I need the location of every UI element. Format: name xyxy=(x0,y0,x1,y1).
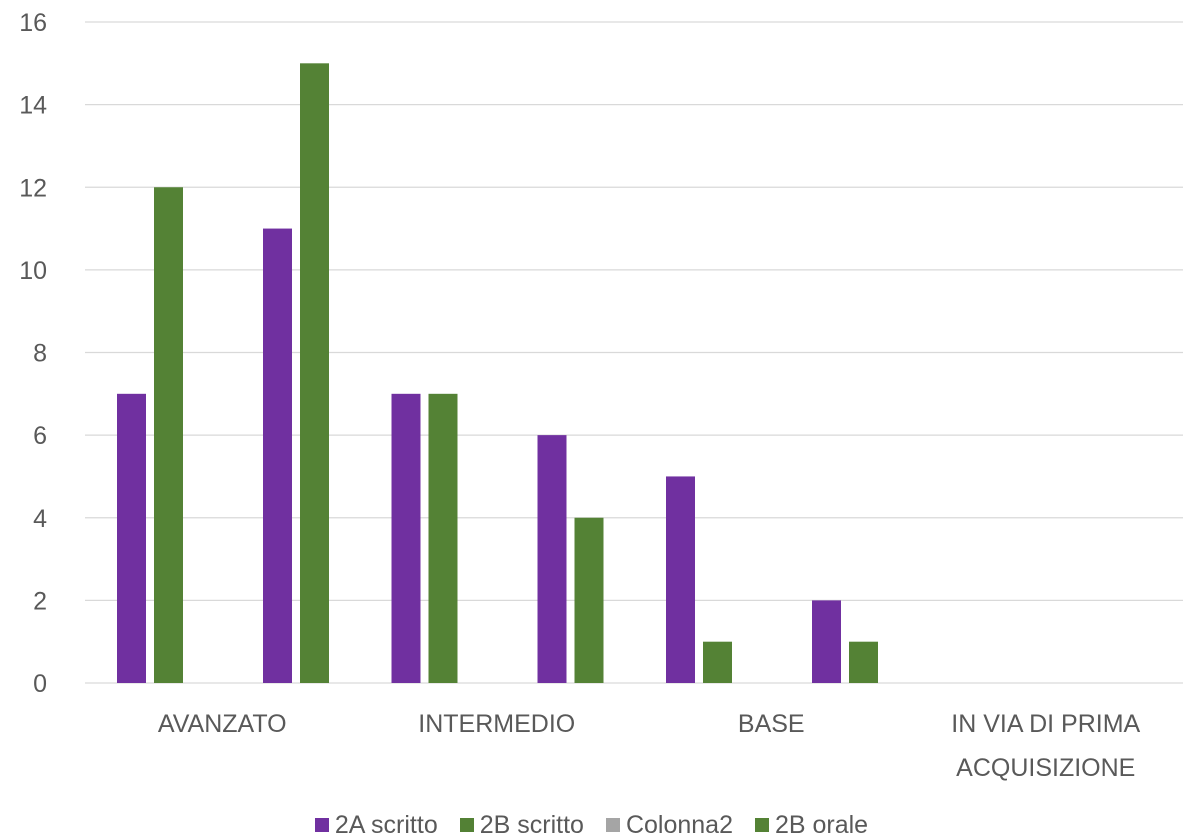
y-tick-label: 14 xyxy=(19,92,47,120)
legend-item: 2A scritto xyxy=(314,811,438,839)
x-category-label: AVANZATO xyxy=(158,710,287,738)
bar xyxy=(849,641,878,683)
legend-swatch xyxy=(754,818,769,832)
bar xyxy=(666,476,695,683)
legend-item: Colonna2 xyxy=(605,811,733,839)
y-tick-label: 16 xyxy=(19,9,47,37)
y-tick-label: 0 xyxy=(33,670,47,698)
bar xyxy=(154,187,183,683)
legend-item: 2B scritto xyxy=(459,811,584,839)
legend-swatch xyxy=(605,818,620,832)
bar xyxy=(574,517,604,683)
legend-label: 2B scritto xyxy=(479,811,584,839)
y-tick-label: 12 xyxy=(19,174,47,202)
bar xyxy=(703,641,732,683)
legend: 2A scritto 2B scritto Colonna2 2B orale xyxy=(0,812,1183,838)
legend-swatch xyxy=(314,818,329,832)
x-category-label: IN VIA DI PRIMA xyxy=(951,710,1140,738)
bar xyxy=(428,393,458,683)
x-category-label: ACQUISIZIONE xyxy=(956,754,1135,782)
legend-item: 2B orale xyxy=(754,811,869,839)
x-category-label: BASE xyxy=(738,710,805,738)
bar xyxy=(812,600,841,683)
y-tick-label: 6 xyxy=(33,422,47,450)
bar xyxy=(263,228,292,683)
bar xyxy=(537,435,567,683)
bar-chart: 0 2 4 6 8 10 12 14 16 AVANZATO INTERMEDIO BASE IN VI… xyxy=(19,9,1183,782)
bar xyxy=(391,393,421,683)
legend-swatch xyxy=(459,818,474,832)
legend-label: 2A scritto xyxy=(334,811,438,839)
bar xyxy=(300,63,329,683)
legend-label: Colonna2 xyxy=(625,811,733,839)
legend-label: 2B orale xyxy=(774,811,869,839)
y-tick-label: 10 xyxy=(19,257,47,285)
y-tick-label: 4 xyxy=(33,505,47,533)
x-category-label: INTERMEDIO xyxy=(418,710,575,738)
y-tick-label: 2 xyxy=(33,587,47,615)
bar xyxy=(117,393,146,683)
y-tick-label: 8 xyxy=(33,340,47,368)
